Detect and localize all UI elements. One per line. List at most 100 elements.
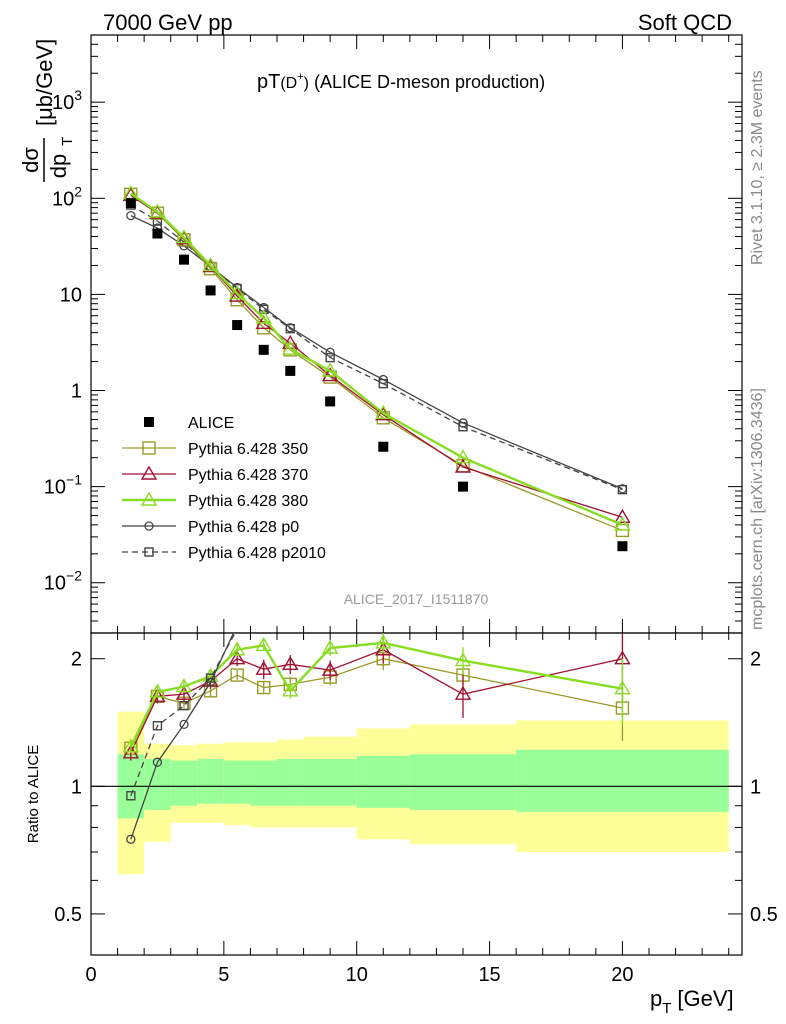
data-point [617,541,628,552]
header-left: 7000 GeV pp [103,10,233,35]
band-inner [516,749,729,812]
main-y-axis-label: dσ dp T [μb/GeV] [18,39,76,182]
x-tick-label: 20 [611,964,633,986]
data-point [175,678,193,693]
legend-label: ALICE [188,415,234,432]
data-point [142,441,156,455]
y-tick-label: 103 [52,87,82,114]
band-inner [277,759,304,806]
ratio-panel: 0 5 10 15 20 0.5 0.5 1 1 2 2 Ratio to ALICE pT [GeV… [25,632,778,1017]
data-point [228,287,246,302]
data-point [321,639,339,654]
ratio-y-tick-label-right: 1 [750,776,761,798]
x-tick-label: 15 [478,964,500,986]
y-tick-label: 10−1 [44,472,82,499]
data-point [375,404,392,419]
data-point [378,374,388,385]
legend-label: Pythia 6.428 p2010 [188,545,326,562]
ratio-y-tick-label: 2 [71,649,82,671]
data-point [321,661,339,676]
data-point [152,757,163,767]
band-inner [144,759,171,810]
ratio-series-4 [126,633,242,801]
data-point [152,721,163,731]
x-label-unit: [GeV] [677,986,733,1011]
x-label-main: p [650,986,662,1011]
data-point [614,516,631,531]
legend: ALICE Pythia 6.428 350 Pythia 6.428 370 Pyt… [122,415,326,562]
data-point [614,680,631,695]
data-point [152,228,163,239]
data-point [255,660,272,675]
y-label-numerator: dσ [18,147,43,173]
band-inner [356,755,410,808]
chart-title-plus: + [297,71,303,83]
data-point [375,406,392,421]
analysis-id: ALICE_2017_I1511870 [344,591,489,607]
series-line [130,192,623,526]
main-panel-frame [90,34,743,634]
ratio-series-2 [122,633,631,753]
data-point [126,791,136,801]
ratio-y-axis-label: Ratio to ALICE [25,745,42,843]
main-panel-series [122,185,631,552]
data-point [232,633,242,634]
data-point [175,229,193,244]
data-point [140,465,158,480]
data-point [126,210,136,221]
y-label-subscript: T [59,137,76,146]
y-tick-label: 102 [52,183,82,210]
y-label-denominator: dp [46,154,71,178]
legend-label: Pythia 6.428 370 [188,467,308,484]
ratio-series-3 [126,633,235,844]
data-point [282,682,299,697]
series-line [130,204,623,491]
series-line [130,215,623,490]
data-point [179,719,189,730]
uncertainty-bands [91,711,742,875]
x-label-subscript: T [662,1000,671,1017]
data-point [325,352,335,363]
data-point [179,700,189,711]
data-point [454,458,472,473]
data-point [144,521,154,531]
y-label-unit: [μb/GeV] [32,39,57,126]
data-point [232,282,242,293]
data-point [282,340,299,355]
legend-item: ALICE [144,415,234,432]
data-point [454,449,472,464]
band-inner [170,760,198,806]
data-point [282,655,299,671]
data-point [614,508,631,523]
data-point [144,417,154,427]
data-point [228,641,246,656]
data-point [149,687,166,703]
legend-label: Pythia 6.428 p0 [188,519,299,536]
data-point [175,685,193,700]
data-point [228,285,246,300]
data-point [454,685,472,700]
data-point [454,652,472,667]
data-point [140,491,158,506]
ratio-panel-ticks: 0 5 10 15 20 0.5 0.5 1 1 2 2 [54,633,778,986]
x-tick-label: 5 [218,964,229,986]
data-point [125,198,136,209]
data-point [375,641,392,656]
data-point [321,362,339,377]
ratio-y-tick-label-right: 2 [750,649,761,671]
y-tick-label: 1 [71,381,82,403]
main-panel-ticks: 10−2 10−1 1 10 102 103 [44,34,742,634]
legend-item: Pythia 6.428 p2010 [122,545,326,562]
data-point [149,203,166,218]
y-tick-label: 10−2 [44,568,82,595]
data-point [202,257,219,272]
x-tick-label: 10 [346,964,368,986]
chart-title-sup: (D [280,75,297,92]
band-inner [197,759,224,804]
data-point [149,683,166,698]
legend-item: Pythia 6.428 p0 [122,519,299,536]
data-point [228,650,246,665]
data-point [325,396,336,407]
legend-label: Pythia 6.428 350 [188,441,308,458]
